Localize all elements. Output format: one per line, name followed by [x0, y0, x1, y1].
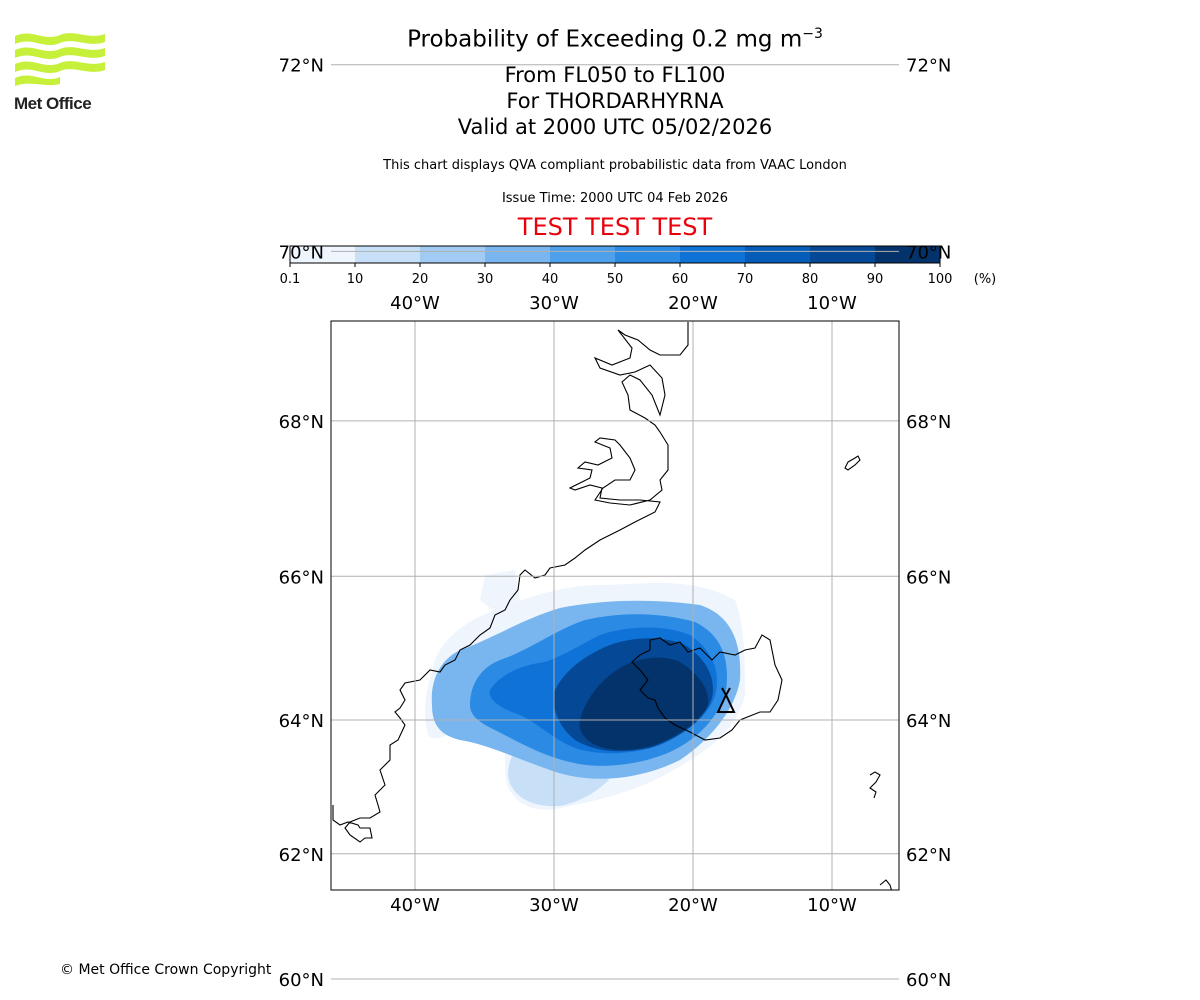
colorbar-tick-label: 20 — [412, 272, 429, 287]
chart-title: Probability of Exceeding 0.2 mg m−3 — [407, 26, 823, 53]
latitude-label: 62°N — [906, 845, 951, 866]
volcano-name: For THORDARHYRNA — [506, 89, 724, 113]
logo-waves-icon — [15, 33, 105, 86]
met-office-logo: Met Office — [14, 30, 114, 114]
colorbar-tick-label: 0.1 — [280, 272, 301, 287]
latitude-label: 68°N — [279, 412, 324, 433]
longitude-label: 10°W — [807, 293, 857, 314]
latitude-label: 72°N — [906, 56, 951, 77]
longitude-label: 20°W — [668, 293, 718, 314]
latitude-label: 64°N — [279, 711, 324, 732]
latitude-label: 60°N — [906, 970, 951, 991]
colorbar-tick-label: 30 — [477, 272, 494, 287]
latitude-label: 66°N — [279, 567, 324, 588]
colorbar-swatch — [290, 246, 356, 263]
colorbar-tick-label: 70 — [737, 272, 754, 287]
issue-time: Issue Time: 2000 UTC 04 Feb 2026 — [501, 191, 729, 206]
colorbar-tick-label: 100 — [928, 272, 953, 287]
colorbar-swatch — [615, 246, 681, 263]
latitude-label: 60°N — [279, 970, 324, 991]
latitude-label: 68°N — [906, 412, 951, 433]
map-gridlines — [331, 64, 899, 980]
colorbar-tick-label: 90 — [867, 272, 884, 287]
test-banner: TEST TEST TEST — [517, 213, 713, 241]
latitude-label: 72°N — [279, 56, 324, 77]
colorbar-swatch — [420, 246, 486, 263]
map-frame — [330, 320, 900, 891]
longitude-label: 30°W — [529, 293, 579, 314]
colorbar: 0.1 10 20 30 40 50 60 70 80 90 100 (%) — [280, 245, 997, 287]
colorbar-swatch — [745, 246, 811, 263]
colorbar-tick-label: 60 — [672, 272, 689, 287]
colorbar-swatch — [550, 246, 616, 263]
latitude-label: 66°N — [906, 567, 951, 588]
colorbar-tick-label: 40 — [542, 272, 559, 287]
compliance-note: This chart displays QVA compliant probab… — [383, 158, 847, 173]
colorbar-swatch — [485, 246, 551, 263]
latitude-label: 62°N — [279, 845, 324, 866]
longitude-label: 40°W — [390, 895, 440, 916]
colorbar-tick-label: 50 — [607, 272, 624, 287]
longitude-label: 10°W — [807, 895, 857, 916]
copyright-notice: © Met Office Crown Copyright — [60, 962, 272, 978]
valid-time: Valid at 2000 UTC 05/02/2026 — [457, 115, 773, 139]
longitude-label: 40°W — [390, 293, 440, 314]
longitude-label: 20°W — [668, 895, 718, 916]
colorbar-swatch — [875, 246, 941, 263]
colorbar-swatch — [355, 246, 421, 263]
flight-level-range: From FL050 to FL100 — [504, 63, 726, 87]
latitude-label: 64°N — [906, 711, 951, 732]
colorbar-swatch — [810, 246, 876, 263]
colorbar-tick-label: 10 — [347, 272, 364, 287]
ash-probability-field — [425, 570, 745, 810]
latitude-label: 70°N — [279, 242, 324, 263]
longitude-label: 30°W — [529, 895, 579, 916]
colorbar-tick-label: 80 — [802, 272, 819, 287]
logo-text: Met Office — [14, 94, 92, 113]
coastlines — [332, 322, 893, 890]
colorbar-swatch — [680, 246, 746, 263]
colorbar-unit: (%) — [974, 272, 997, 287]
latitude-label: 70°N — [906, 242, 951, 263]
volcano-icon — [716, 687, 736, 713]
